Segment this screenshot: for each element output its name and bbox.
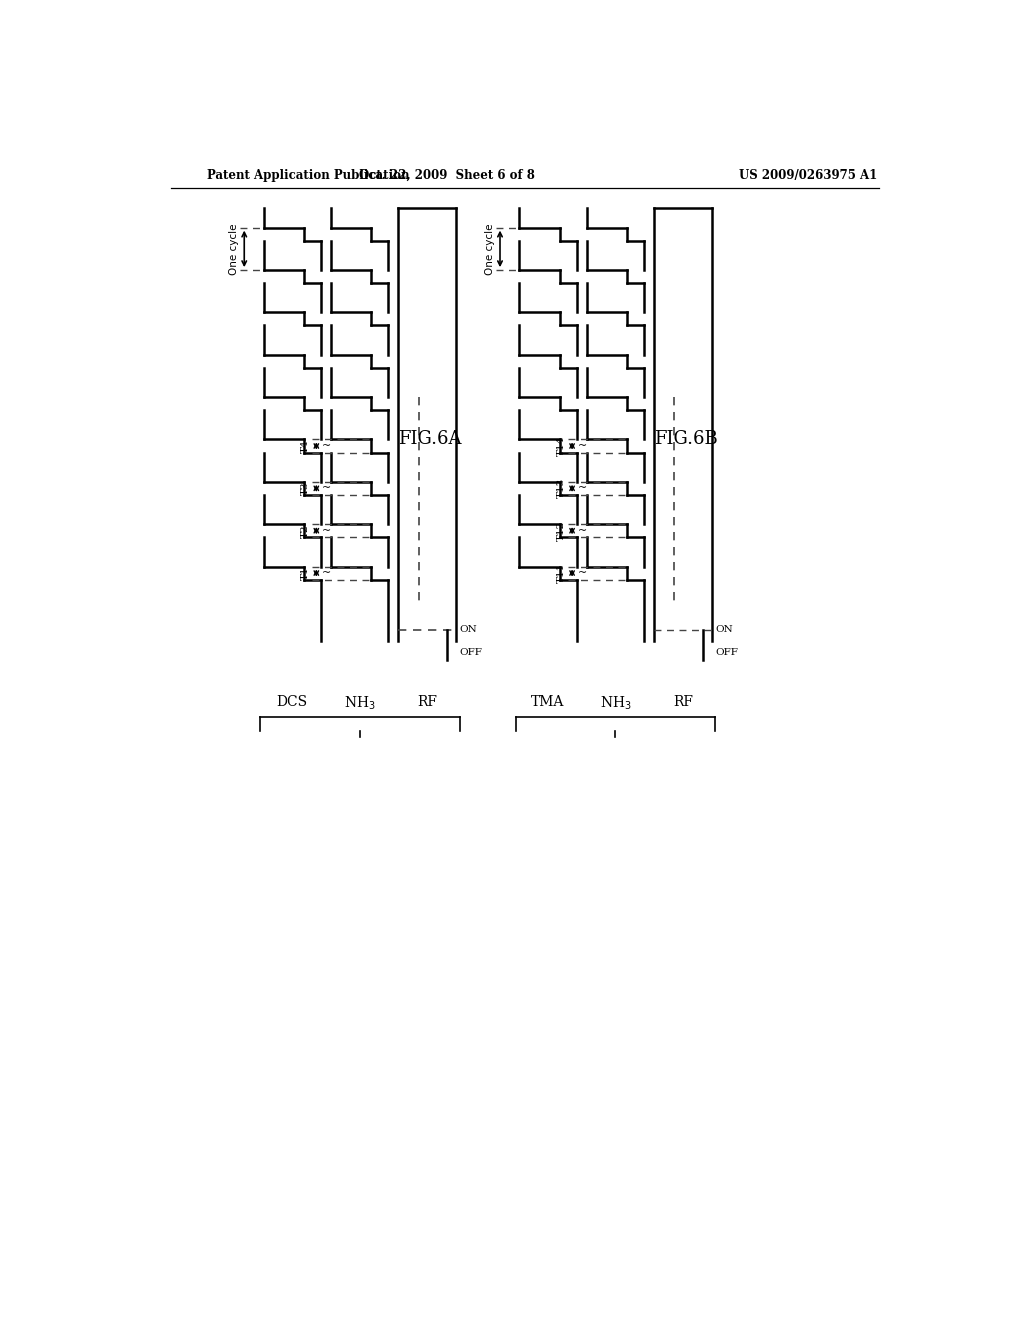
Text: One cycle: One cycle [229, 223, 240, 275]
Text: ~: ~ [322, 568, 331, 578]
Text: ~: ~ [322, 441, 331, 451]
Text: ON: ON [460, 626, 477, 634]
Text: US 2009/0263975 A1: US 2009/0263975 A1 [739, 169, 878, 182]
Text: ~: ~ [322, 483, 331, 494]
Text: ~: ~ [578, 525, 587, 536]
Text: DCS: DCS [276, 696, 308, 709]
Text: RF: RF [417, 696, 437, 709]
Text: ~: ~ [322, 525, 331, 536]
Text: T11: T11 [557, 562, 566, 583]
Text: T13: T13 [557, 478, 566, 499]
Text: ~: ~ [578, 483, 587, 494]
Text: TMA: TMA [531, 696, 565, 709]
Text: One cycle: One cycle [485, 223, 495, 275]
Text: RF: RF [673, 696, 693, 709]
Text: T12: T12 [557, 520, 566, 541]
Text: OFF: OFF [460, 648, 482, 657]
Text: T14: T14 [557, 436, 566, 457]
Text: ON: ON [716, 626, 733, 634]
Text: NH$_3$: NH$_3$ [344, 696, 376, 713]
Text: T3: T3 [301, 482, 310, 495]
Text: T2: T2 [301, 524, 310, 537]
Text: FIG.6B: FIG.6B [654, 430, 718, 449]
Text: NH$_3$: NH$_3$ [600, 696, 632, 713]
Text: OFF: OFF [716, 648, 738, 657]
Text: FIG.6A: FIG.6A [398, 430, 462, 449]
Text: T4: T4 [301, 440, 310, 453]
Text: T1: T1 [301, 566, 310, 579]
Text: ~: ~ [578, 441, 587, 451]
Text: ~: ~ [578, 568, 587, 578]
Text: Oct. 22, 2009  Sheet 6 of 8: Oct. 22, 2009 Sheet 6 of 8 [359, 169, 536, 182]
Text: Patent Application Publication: Patent Application Publication [207, 169, 410, 182]
